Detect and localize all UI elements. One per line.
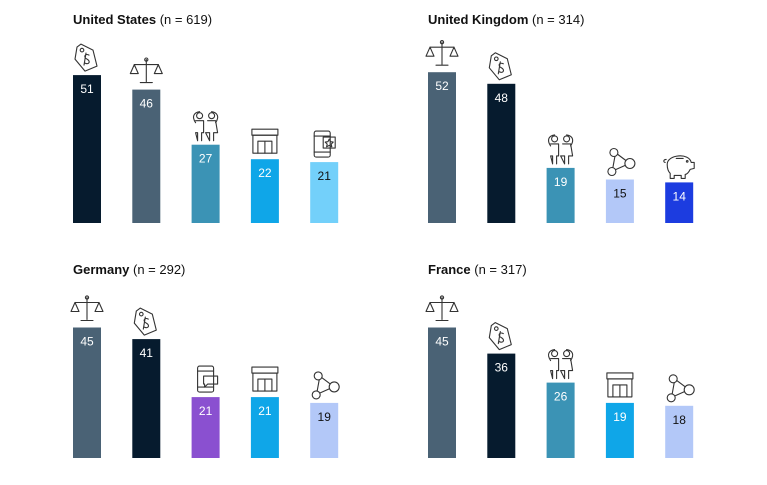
scales-icon [425,40,459,66]
chart-panel: Germany (n = 292) 45 41 21 21 19 [70,262,340,458]
bar [310,402,339,458]
bar [310,162,339,223]
bar [487,353,516,458]
bar-value-label: 19 [613,410,627,424]
bar-value-label: 41 [140,346,154,360]
chart-panel: United Kingdom (n = 314) 52 48 19 15 14 [425,12,695,223]
chart-panel: United States (n = 619) 51 46 27 22 21 [73,12,339,223]
scales-icon [70,295,104,322]
bar [546,382,575,458]
panel-title: United States (n = 619) [73,12,212,27]
bar-value-label: 27 [199,152,213,166]
network-icon [666,374,695,403]
price-tag-icon [133,307,157,336]
panel-title-sample: (n = 317) [471,262,527,277]
panel-title: Germany (n = 292) [73,262,185,277]
bar [487,83,516,223]
panel-title-country: United States [73,12,156,27]
panel-title: France (n = 317) [428,262,527,277]
bar-value-label: 26 [554,390,568,404]
bar [250,159,279,223]
bar [73,75,101,223]
panel-title: United Kingdom (n = 314) [428,12,584,27]
bar-value-label: 21 [318,169,332,183]
bar [428,72,456,223]
panel-title-country: France [428,262,471,277]
bar [191,144,220,223]
bar-value-label: 15 [613,187,627,201]
bar [605,402,634,458]
price-tag-icon [74,43,98,72]
bar-value-label: 22 [258,166,272,180]
bar-value-label: 45 [80,335,94,349]
panel-title-country: United Kingdom [428,12,528,27]
bar [665,182,694,223]
bar-value-label: 19 [554,175,568,189]
bar [132,89,161,223]
store-icon [251,128,279,154]
bar [428,327,456,458]
network-icon [311,371,340,400]
scales-icon [129,57,163,84]
bar-value-label: 52 [435,79,449,93]
bar [546,167,575,223]
panel-title-sample: (n = 292) [129,262,185,277]
network-icon [607,147,636,177]
chart-panel: France (n = 317) 45 36 26 19 18 [425,262,695,458]
bar [665,405,694,458]
mobile-chat-icon [197,365,219,393]
family-icon [547,349,574,380]
bar-value-label: 18 [673,413,687,427]
family-icon [192,111,219,142]
panel-title-sample: (n = 619) [156,12,212,27]
mobile-app-icon [313,130,336,158]
panel-title-country: Germany [73,262,130,277]
bar [191,397,220,458]
bar-value-label: 45 [435,335,449,349]
price-tag-icon [488,52,512,81]
bar-value-label: 46 [140,97,154,111]
store-icon [606,372,634,398]
piggy-bank-icon [663,155,695,179]
bar-value-label: 48 [495,91,509,105]
bar-value-label: 51 [80,82,94,96]
store-icon [251,366,279,392]
scales-icon [425,295,459,322]
bar [132,339,161,458]
bar [73,327,101,458]
bar-value-label: 14 [673,189,687,203]
bar-value-label: 21 [258,404,272,418]
bar-value-label: 19 [318,410,332,424]
bar-value-label: 36 [495,361,509,375]
bar-value-label: 21 [199,404,213,418]
price-tag-icon [488,322,512,351]
panel-title-sample: (n = 314) [528,12,584,27]
family-icon [547,134,574,165]
bar [605,179,634,223]
bar [250,397,279,458]
